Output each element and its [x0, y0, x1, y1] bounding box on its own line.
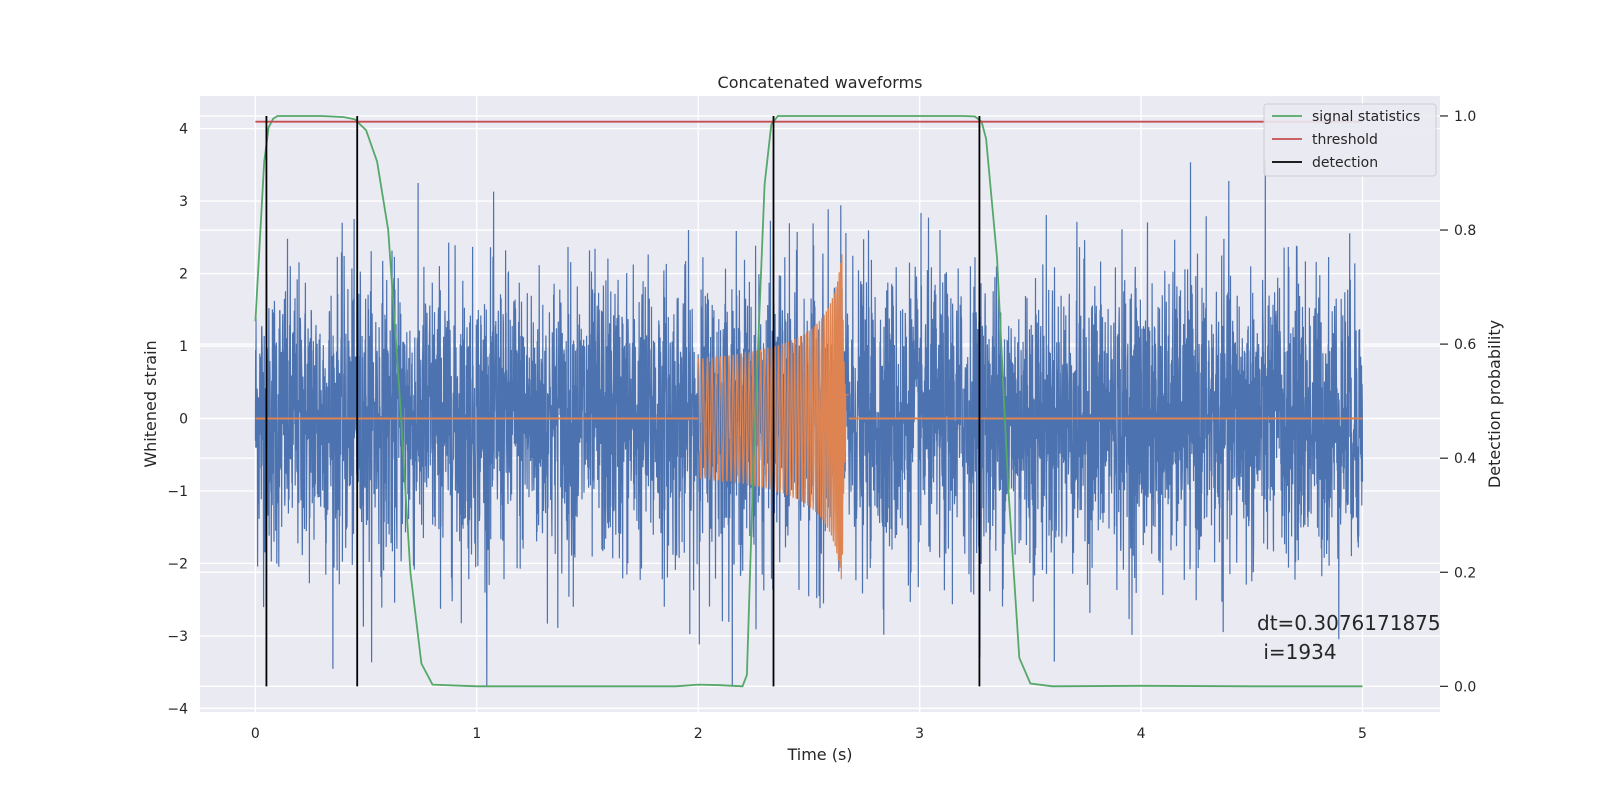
- y-tick-label: −4: [167, 701, 188, 717]
- y2-axis-ticks: 0.0 0.2 0.4 0.6 0.8 1.0: [1440, 109, 1476, 695]
- legend-box: [1263, 103, 1437, 177]
- y-tick-label: −3: [167, 629, 188, 645]
- annotation-dt: dt=0.3076171875: [1257, 611, 1441, 635]
- legend-label-detection: detection: [1312, 155, 1378, 171]
- y-tick-label: 4: [179, 122, 188, 138]
- x-tick-label: 3: [915, 726, 924, 742]
- y-tick-label: 3: [179, 194, 188, 210]
- plot-content: [254, 115, 1364, 688]
- y2-tick-label: 0.2: [1454, 565, 1476, 581]
- legend-label-signal-statistics: signal statistics: [1312, 109, 1420, 125]
- y-tick-label: −1: [167, 484, 188, 500]
- x-tick-label: 0: [251, 726, 260, 742]
- x-axis-ticks: 0 1 2 3 4 5: [251, 726, 1367, 742]
- series-signal-statistics: [254, 115, 1363, 688]
- x-axis-label: Time (s): [786, 745, 852, 764]
- y2-tick-label: 0.8: [1454, 223, 1476, 239]
- chart-title: Concatenated waveforms: [718, 73, 923, 92]
- x-tick-label: 2: [694, 726, 703, 742]
- x-tick-label: 4: [1137, 726, 1146, 742]
- y-tick-label: −2: [167, 556, 188, 572]
- y2-tick-label: 1.0: [1454, 109, 1476, 125]
- legend: signal statistics threshold detection: [1263, 103, 1437, 177]
- y2-tick-label: 0.6: [1454, 337, 1476, 353]
- annotation-index: i=1934: [1257, 640, 1337, 664]
- y-axis-ticks: −4 −3 −2 −1 0 1 2 3 4: [167, 122, 188, 718]
- y-tick-label: 0: [179, 411, 188, 427]
- detection-lines: [265, 115, 981, 687]
- y-tick-label: 2: [179, 267, 188, 283]
- x-tick-label: 5: [1358, 726, 1367, 742]
- y-tick-label: 1: [179, 339, 188, 355]
- y2-tick-label: 0.0: [1454, 679, 1476, 695]
- y2-tick-label: 0.4: [1454, 451, 1476, 467]
- y-axis-label: Whitened strain: [141, 340, 160, 467]
- x-tick-label: 1: [472, 726, 481, 742]
- y2-axis-label: Detection probability: [1485, 320, 1504, 488]
- legend-label-threshold: threshold: [1312, 132, 1378, 148]
